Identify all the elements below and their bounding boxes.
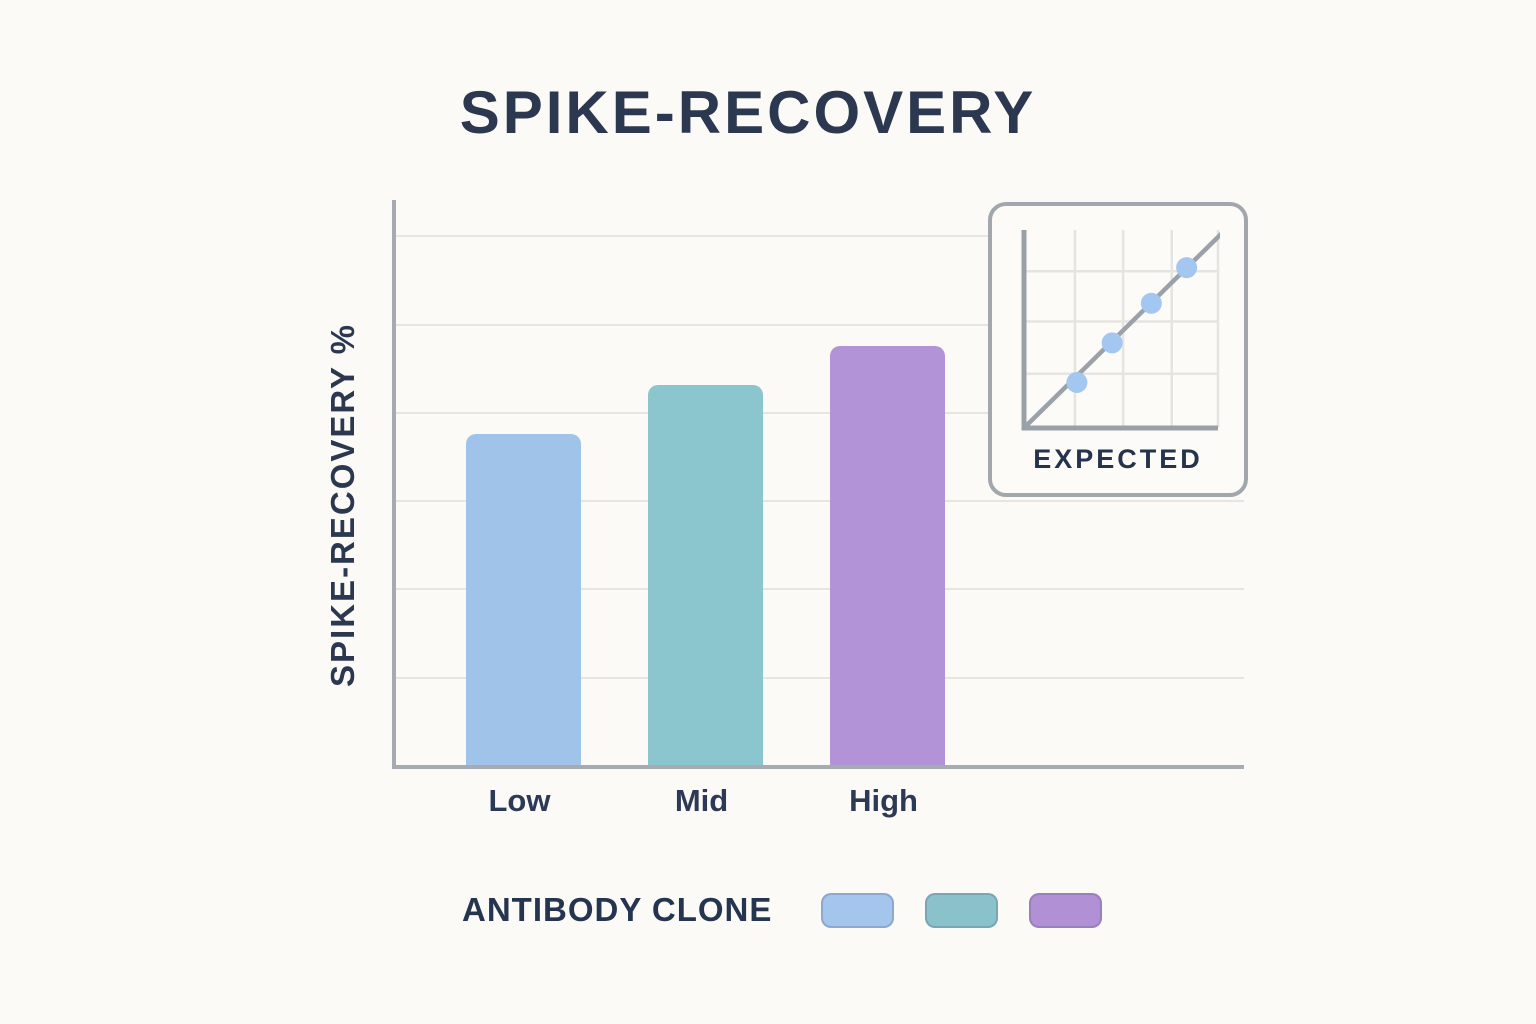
legend-swatch-mid — [925, 892, 999, 928]
gridline — [396, 676, 1244, 679]
expected-inset-panel: EXPECTED — [988, 202, 1248, 497]
inset-data-point — [1140, 292, 1162, 314]
x-tick-label: High — [849, 783, 918, 818]
chart-title: SPIKE-RECOVERY — [459, 79, 1037, 146]
gridline — [396, 411, 1244, 414]
gridline — [396, 588, 1244, 591]
inset-data-point — [1176, 257, 1198, 279]
legend-swatch-low — [821, 892, 895, 928]
legend: ANTIBODY CLONE — [462, 888, 1103, 932]
x-tick-label: Low — [488, 783, 551, 818]
inset-axis — [1021, 230, 1218, 431]
gridline — [396, 235, 1244, 238]
gridline — [396, 500, 1244, 503]
bar-low — [466, 434, 581, 765]
expected-mini-chart — [1021, 230, 1220, 431]
expected-label: EXPECTED — [1033, 444, 1203, 474]
bar-chart-plot-area — [392, 200, 1244, 769]
gridline — [396, 323, 1244, 326]
inset-data-point — [1101, 332, 1123, 354]
legend-swatch-high — [1029, 892, 1103, 928]
legend-label: ANTIBODY CLONE — [462, 891, 773, 928]
bar-high — [830, 346, 945, 765]
y-axis-label: SPIKE-RECOVERY % — [324, 323, 361, 687]
x-tick-label: Mid — [674, 783, 729, 818]
bar-mid — [648, 385, 763, 765]
inset-data-point — [1066, 371, 1088, 393]
